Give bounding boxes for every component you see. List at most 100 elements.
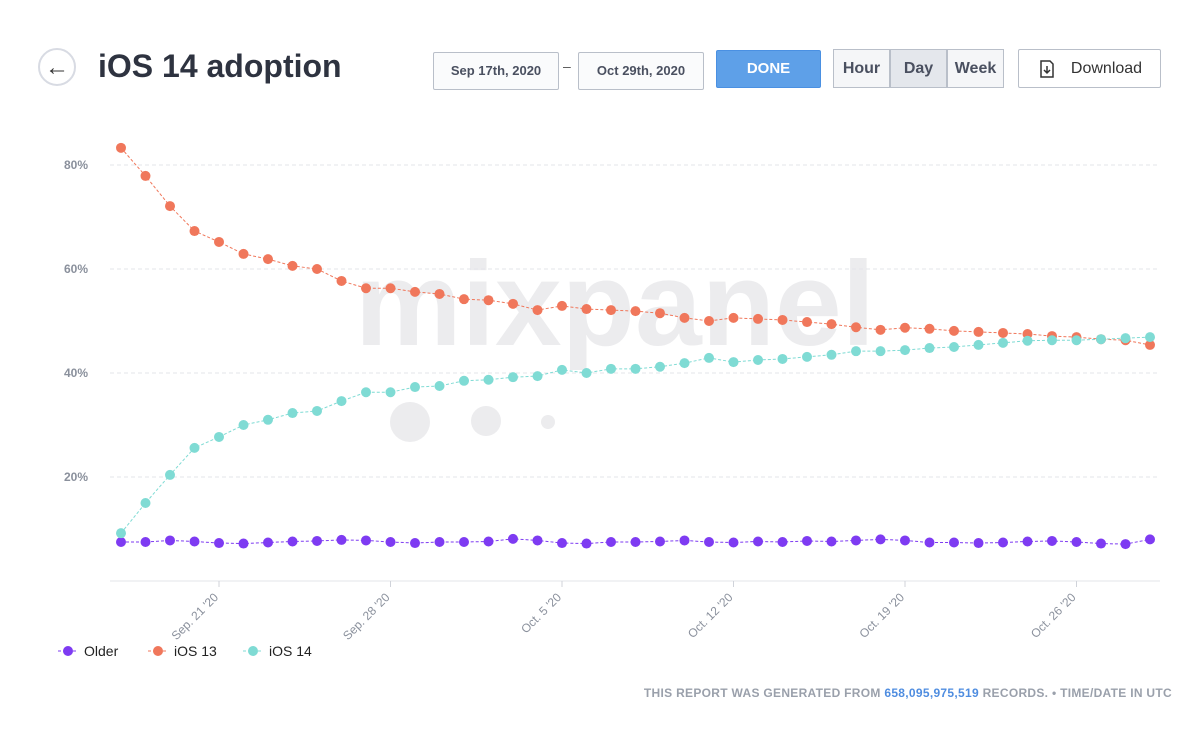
data-point bbox=[802, 317, 812, 328]
data-point bbox=[263, 254, 273, 265]
data-point bbox=[753, 536, 763, 547]
y-tick-label: 60% bbox=[64, 262, 88, 276]
data-point bbox=[459, 375, 469, 386]
data-point bbox=[973, 538, 984, 549]
data-point bbox=[459, 537, 469, 547]
data-point bbox=[1145, 339, 1155, 350]
data-point bbox=[1022, 536, 1033, 547]
data-point bbox=[875, 324, 886, 335]
data-point bbox=[998, 327, 1008, 338]
data-point bbox=[214, 538, 224, 549]
unit-button[interactable]: Week bbox=[947, 49, 1004, 88]
x-tick-label: Sep. 21 '20 bbox=[169, 590, 222, 643]
data-point bbox=[679, 358, 690, 369]
data-point bbox=[140, 498, 151, 508]
data-point bbox=[777, 537, 788, 547]
data-point bbox=[704, 537, 714, 547]
watermark-dot bbox=[390, 402, 430, 442]
data-point bbox=[1071, 335, 1082, 346]
data-point bbox=[140, 537, 151, 547]
legend-marker bbox=[63, 646, 73, 656]
x-tick-label: Oct. 26 '20 bbox=[1028, 590, 1079, 641]
data-point bbox=[214, 236, 224, 247]
legend-marker bbox=[153, 646, 163, 656]
date-separator: – bbox=[563, 58, 571, 74]
data-point bbox=[459, 294, 469, 305]
data-point bbox=[1096, 334, 1106, 345]
data-point bbox=[679, 312, 690, 323]
unit-button[interactable]: Day bbox=[890, 49, 947, 88]
download-button[interactable]: Download bbox=[1018, 49, 1161, 88]
unit-button[interactable]: Hour bbox=[833, 49, 890, 88]
footer-prefix: THIS REPORT WAS GENERATED FROM bbox=[643, 686, 881, 700]
data-point bbox=[238, 538, 249, 549]
data-point bbox=[949, 537, 959, 548]
data-point bbox=[1145, 332, 1155, 343]
data-point bbox=[704, 352, 714, 363]
date-to[interactable]: Oct 29th, 2020 bbox=[578, 52, 704, 90]
legend-label[interactable]: iOS 14 bbox=[269, 643, 312, 659]
data-point bbox=[606, 537, 616, 547]
footer-suffix: RECORDS. • TIME/DATE IN UTC bbox=[982, 686, 1172, 700]
watermark: mixpanel bbox=[355, 237, 875, 371]
data-point bbox=[924, 323, 935, 334]
data-point bbox=[630, 537, 641, 547]
data-point bbox=[851, 322, 861, 333]
date-from[interactable]: Sep 17th, 2020 bbox=[433, 52, 559, 90]
data-point bbox=[900, 345, 910, 356]
data-point bbox=[875, 534, 886, 545]
record-count: 658,095,975,519 bbox=[884, 686, 979, 700]
data-point bbox=[949, 325, 959, 336]
data-point bbox=[508, 533, 518, 544]
x-tick-label: Sep. 28 '20 bbox=[340, 590, 393, 643]
legend-marker bbox=[248, 646, 258, 656]
data-point bbox=[287, 260, 298, 271]
legend-label[interactable]: Older bbox=[84, 643, 119, 659]
data-point bbox=[655, 361, 665, 372]
data-point bbox=[116, 142, 126, 153]
data-point bbox=[851, 535, 861, 546]
data-point bbox=[557, 300, 567, 311]
data-point bbox=[140, 170, 151, 181]
data-point bbox=[1120, 333, 1131, 344]
data-point bbox=[312, 405, 322, 416]
data-point bbox=[312, 264, 322, 274]
data-point bbox=[606, 363, 616, 374]
data-point bbox=[630, 306, 641, 317]
data-point bbox=[116, 537, 126, 547]
legend-label[interactable]: iOS 13 bbox=[174, 643, 217, 659]
back-button[interactable]: ← bbox=[38, 48, 76, 86]
data-point bbox=[189, 536, 200, 547]
data-point bbox=[753, 355, 763, 365]
x-tick-label: Oct. 12 '20 bbox=[685, 590, 736, 641]
data-point bbox=[385, 283, 396, 294]
data-point bbox=[165, 469, 175, 480]
data-point bbox=[581, 304, 592, 315]
data-point bbox=[532, 305, 543, 316]
data-point bbox=[312, 535, 322, 546]
chart: mixpanel 20% 40% 60% 80% Sep. 21 '20 Sep. 28 … bbox=[58, 142, 1160, 659]
data-point bbox=[973, 339, 984, 350]
data-point bbox=[1096, 538, 1106, 549]
data-point bbox=[557, 364, 567, 375]
data-point bbox=[655, 308, 665, 319]
data-point bbox=[287, 536, 298, 547]
data-point bbox=[532, 535, 543, 546]
data-point bbox=[924, 537, 935, 548]
data-point bbox=[410, 538, 420, 549]
data-point bbox=[1120, 539, 1131, 550]
data-point bbox=[924, 343, 935, 354]
data-point bbox=[777, 353, 788, 364]
data-point bbox=[655, 536, 665, 547]
data-point bbox=[704, 316, 714, 326]
data-point bbox=[875, 346, 886, 357]
data-point bbox=[728, 357, 739, 368]
data-point bbox=[557, 538, 567, 549]
done-button[interactable]: DONE bbox=[716, 50, 821, 88]
data-point bbox=[165, 535, 175, 546]
data-point bbox=[361, 535, 371, 546]
data-point bbox=[336, 396, 347, 407]
data-point bbox=[900, 535, 910, 546]
data-point bbox=[238, 248, 249, 259]
